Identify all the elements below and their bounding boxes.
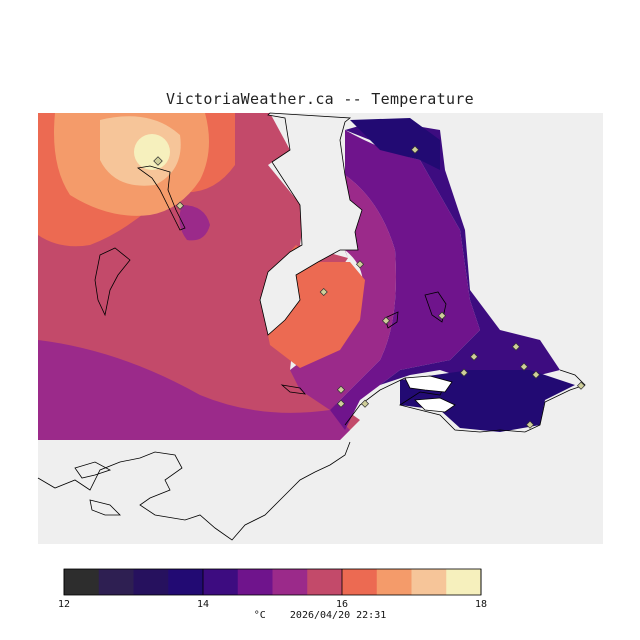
legend-footer: °C 2026/04/20 22:31: [0, 610, 640, 621]
inlet-east: [404, 375, 453, 393]
legend-swatch: [168, 569, 204, 595]
coastline-west-island: [94, 247, 131, 317]
legend-tick-label: 16: [336, 599, 348, 610]
station-marker[interactable]: [360, 399, 370, 408]
coastline-south-mainland: [37, 441, 351, 541]
station-marker[interactable]: [355, 260, 365, 269]
temperature-legend: 12 14 16 18: [58, 568, 487, 610]
strait-channel: [259, 112, 363, 336]
unit-label: °C: [253, 610, 266, 621]
station-marker[interactable]: [381, 316, 391, 325]
legend-tick-label: 14: [197, 599, 209, 610]
station-marker[interactable]: [336, 385, 346, 394]
station-marker[interactable]: [511, 342, 521, 351]
coastline-north-island: [136, 165, 186, 231]
coastline-south-islands: [89, 499, 121, 516]
contour-17.5-18: [134, 134, 170, 170]
legend-swatch: [64, 569, 100, 595]
coastline-small-island: [280, 384, 306, 395]
station-marker[interactable]: [336, 399, 346, 408]
weather-stations: [153, 145, 586, 429]
legend-swatch: [203, 569, 239, 595]
station-marker[interactable]: [410, 145, 420, 154]
inlet-south: [414, 397, 456, 413]
station-marker[interactable]: [519, 362, 529, 371]
contour-13.5-14: [345, 120, 560, 400]
contour-14.5-15-blob: [179, 205, 210, 241]
legend-swatch: [272, 569, 308, 595]
legend-swatch: [98, 569, 134, 595]
contour-14.5-15-southwest: [38, 340, 350, 440]
inland-waters: [404, 375, 456, 413]
map-title: VictoriaWeather.ca -- Temperature: [166, 90, 474, 108]
temperature-contours: [38, 113, 575, 440]
water-areas: [259, 112, 363, 336]
coastline-south-inlet: [74, 461, 112, 479]
legend-tick-label: 12: [58, 599, 70, 610]
station-marker[interactable]: [319, 287, 328, 297]
station-marker[interactable]: [531, 370, 541, 379]
station-marker[interactable]: [175, 201, 185, 210]
legend-swatch: [133, 569, 169, 595]
contour-14-14.5: [330, 130, 480, 430]
legend-swatch: [237, 569, 273, 595]
station-marker[interactable]: [576, 381, 586, 390]
station-marker[interactable]: [459, 368, 469, 377]
legend-swatch: [411, 569, 447, 595]
station-marker[interactable]: [153, 156, 163, 166]
station-marker[interactable]: [437, 311, 447, 320]
legend-tick-label: 18: [475, 599, 487, 610]
legend-swatch: [307, 569, 343, 595]
legend-swatch: [376, 569, 412, 595]
legend-swatch: [342, 569, 378, 595]
timestamp-label: 2026/04/20 22:31: [289, 610, 387, 621]
station-marker[interactable]: [469, 352, 479, 361]
coastline-east-island-1: [424, 291, 447, 323]
coastline-east-island-2: [384, 311, 399, 329]
legend-swatch: [446, 569, 482, 595]
station-marker[interactable]: [525, 420, 535, 429]
